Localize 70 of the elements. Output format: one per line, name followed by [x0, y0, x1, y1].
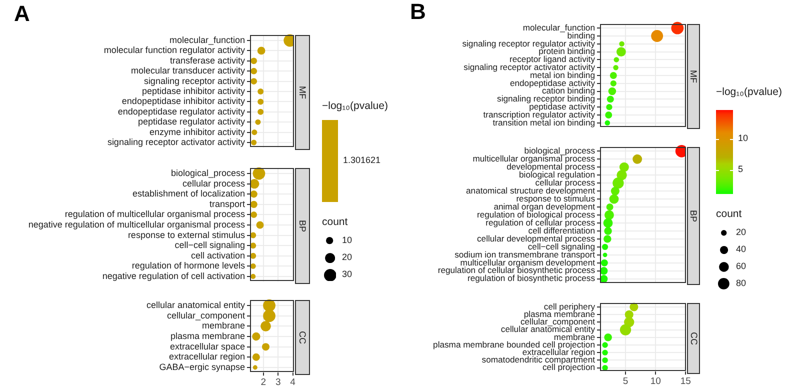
- y-tick-label: cellular developmental process: [477, 233, 595, 244]
- y-tick-label: regulation of multicellular organismal process: [64, 209, 246, 220]
- y-tick-label: GABA−ergic synapse: [159, 362, 245, 372]
- legend-label: 20: [342, 252, 352, 262]
- y-tick-label: regulation of biosynthetic process: [467, 273, 595, 284]
- y-tick-label: molecular_function: [169, 34, 245, 45]
- y-tick-label: cellular_component: [166, 310, 246, 320]
- legend-title: count: [716, 208, 742, 220]
- y-tick-label: enzyme inhibitor activity: [149, 126, 246, 137]
- y-tick-label: negative regulation of multicellular organismal process: [28, 219, 246, 230]
- y-tick-label: response to external stimulus: [128, 230, 246, 240]
- y-tick-label: negative regulation of cell activation: [102, 270, 245, 281]
- y-tick-label: endopeptidase regulator activity: [118, 106, 246, 116]
- legend-label: 40: [736, 244, 746, 254]
- y-tick-label: biological_process: [170, 168, 246, 178]
- y-tick-label: cellular process: [182, 178, 246, 188]
- y-tick-label: endopeptidase inhibitor activity: [122, 96, 246, 106]
- legend-title: count: [322, 216, 348, 228]
- text: CC: [688, 332, 699, 345]
- x-tick-label: 3: [275, 376, 281, 388]
- text: A: [14, 1, 30, 26]
- y-tick-label: transferase activity: [170, 55, 246, 66]
- y-tick-label: receptor ligand activity: [509, 54, 596, 64]
- y-tick-label: peptidase inhibitor activity: [142, 86, 246, 96]
- y-tick-label: membrane: [202, 320, 245, 331]
- y-tick-label: cellular_component: [520, 316, 596, 327]
- y-tick-label: cation binding: [542, 86, 596, 96]
- x-tick-label: 15: [680, 376, 691, 387]
- y-tick-label: signaling receptor binding: [497, 94, 596, 104]
- x-tick-label: 10: [650, 376, 661, 387]
- y-tick-label: molecular_function: [522, 22, 596, 32]
- text: 1.301621: [343, 155, 381, 165]
- text: BP: [688, 210, 698, 222]
- text: B: [410, 0, 426, 24]
- y-tick-label: plasma membrane: [170, 330, 245, 341]
- text: BP: [297, 220, 308, 232]
- y-tick-label: transport: [209, 198, 246, 209]
- text: CC: [297, 330, 308, 344]
- y-tick-label: extracellular region: [168, 352, 245, 362]
- y-tick-label: cell periphery: [544, 301, 596, 312]
- x-tick-label: 5: [622, 376, 628, 387]
- x-tick-label: 2: [260, 376, 266, 388]
- y-tick-label: signaling receptor activity: [144, 76, 246, 86]
- y-tick-label: cellular anatomical entity: [146, 300, 246, 310]
- y-tick-label: cellular anatomical entity: [500, 324, 596, 334]
- y-tick-label: extracellular space: [170, 341, 245, 352]
- y-tick-label: cell activation: [190, 250, 245, 260]
- legend-label: 10: [342, 235, 352, 245]
- color-bar-label: 10: [738, 132, 748, 143]
- y-tick-label: cell−cell signaling: [174, 240, 245, 250]
- legend-label: 80: [736, 278, 746, 288]
- y-tick-label: regulation of hormone levels: [132, 260, 246, 271]
- text: MF: [297, 86, 308, 99]
- x-tick-label: 4: [290, 376, 296, 388]
- y-tick-label: cell projection: [542, 362, 596, 372]
- y-tick-label: binding: [567, 30, 596, 40]
- text: MF: [688, 70, 698, 83]
- legend-label: 30: [342, 269, 352, 279]
- y-tick-label: molecular transducer activity: [130, 66, 246, 76]
- legend-label: 20: [736, 227, 746, 237]
- color-bar-label: 5: [738, 164, 744, 174]
- y-tick-label: peptidase regulator activity: [138, 116, 246, 127]
- legend-label: 60: [736, 261, 746, 271]
- y-tick-label: biological_process: [524, 146, 595, 156]
- color-bar-title: −log₁₀(pvalue): [322, 100, 388, 112]
- color-bar-title: −log₁₀(pvalue): [716, 86, 782, 98]
- y-tick-label: signaling receptor activator activity: [107, 136, 246, 147]
- y-tick-label: establishment of localization: [132, 188, 245, 199]
- y-tick-label: molecular function regulator activity: [104, 45, 246, 56]
- y-tick-label: protein binding: [538, 46, 596, 56]
